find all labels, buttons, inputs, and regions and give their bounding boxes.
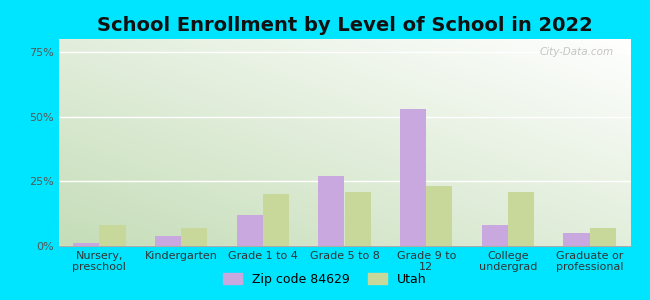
Legend: Zip code 84629, Utah: Zip code 84629, Utah bbox=[218, 268, 432, 291]
Bar bbox=[482, 225, 508, 246]
Bar bbox=[99, 225, 125, 246]
Text: City-Data.com: City-Data.com bbox=[540, 47, 614, 57]
Bar bbox=[426, 187, 452, 246]
Bar bbox=[181, 228, 207, 246]
Bar bbox=[73, 243, 99, 246]
Bar bbox=[564, 233, 590, 246]
Bar bbox=[508, 192, 534, 246]
Title: School Enrollment by Level of School in 2022: School Enrollment by Level of School in … bbox=[97, 16, 592, 35]
Bar bbox=[237, 215, 263, 246]
Bar bbox=[155, 236, 181, 246]
Bar bbox=[400, 109, 426, 246]
Bar bbox=[263, 194, 289, 246]
Bar bbox=[318, 176, 344, 246]
Bar bbox=[344, 192, 370, 246]
Bar bbox=[590, 228, 616, 246]
